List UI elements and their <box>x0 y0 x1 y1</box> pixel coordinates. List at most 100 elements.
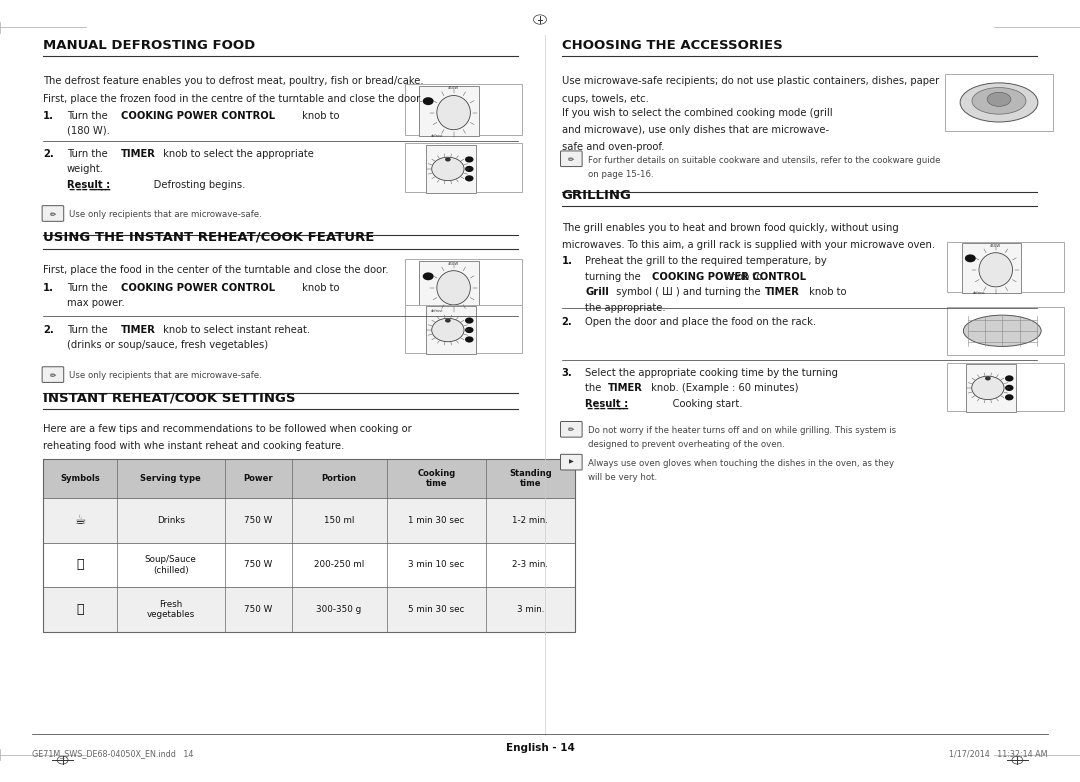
FancyBboxPatch shape <box>947 307 1064 355</box>
Circle shape <box>432 318 464 342</box>
Circle shape <box>422 97 434 105</box>
Text: 2-3 min.: 2-3 min. <box>512 561 549 569</box>
Text: English - 14: English - 14 <box>505 743 575 753</box>
Ellipse shape <box>436 95 471 130</box>
Text: 3 min.: 3 min. <box>516 605 544 614</box>
FancyBboxPatch shape <box>967 364 1016 412</box>
Text: 1 min 30 sec: 1 min 30 sec <box>408 516 464 525</box>
Text: 450W: 450W <box>448 261 459 266</box>
Text: 2.: 2. <box>43 325 54 335</box>
Text: knob to: knob to <box>806 287 847 297</box>
Text: knob. (Example : 60 minutes): knob. (Example : 60 minutes) <box>648 383 798 393</box>
Text: Select the appropriate cooking time by the turning: Select the appropriate cooking time by t… <box>585 368 838 378</box>
Ellipse shape <box>960 83 1038 122</box>
Text: 1.: 1. <box>562 256 572 267</box>
Text: Preheat the grill to the required temperature, by: Preheat the grill to the required temper… <box>585 256 827 267</box>
Circle shape <box>465 327 473 333</box>
Text: 750 W: 750 W <box>244 516 272 525</box>
FancyBboxPatch shape <box>405 259 522 310</box>
Text: 1.: 1. <box>43 111 54 121</box>
Text: Use microwave-safe recipients; do not use plastic containers, dishes, paper: Use microwave-safe recipients; do not us… <box>562 76 939 86</box>
FancyBboxPatch shape <box>947 242 1064 292</box>
Circle shape <box>465 317 473 324</box>
Text: ✏: ✏ <box>568 154 575 163</box>
Text: 1/17/2014   11:32:14 AM: 1/17/2014 11:32:14 AM <box>949 749 1048 759</box>
Text: INSTANT REHEAT/COOK SETTINGS: INSTANT REHEAT/COOK SETTINGS <box>43 391 296 404</box>
Text: Cooking start.: Cooking start. <box>657 399 742 409</box>
Text: reheating food with whe instant reheat and cooking feature.: reheating food with whe instant reheat a… <box>43 441 345 451</box>
Text: TIMER: TIMER <box>121 325 156 335</box>
Text: GRILLING: GRILLING <box>562 188 632 202</box>
Text: Portion: Portion <box>322 474 356 483</box>
Text: First, place the frozen food in the centre of the turntable and close the door.: First, place the frozen food in the cent… <box>43 94 423 104</box>
Text: Do not worry if the heater turns off and on while grilling. This system is: Do not worry if the heater turns off and… <box>588 426 895 436</box>
Text: will be very hot.: will be very hot. <box>588 473 657 482</box>
Text: 750 W: 750 W <box>244 561 272 569</box>
Text: and microwave), use only dishes that are microwave-: and microwave), use only dishes that are… <box>562 125 828 135</box>
FancyBboxPatch shape <box>961 243 1022 293</box>
FancyBboxPatch shape <box>561 421 582 437</box>
Circle shape <box>432 157 464 181</box>
Text: 3 min 10 sec: 3 min 10 sec <box>408 561 464 569</box>
Text: 200-250 ml: 200-250 ml <box>314 561 364 569</box>
Text: defrost: defrost <box>431 309 443 313</box>
Text: Drinks: Drinks <box>157 516 185 525</box>
Text: Grill: Grill <box>585 287 609 297</box>
Text: The defrost feature enables you to defrost meat, poultry, fish or bread/cake.: The defrost feature enables you to defro… <box>43 76 423 86</box>
Text: R̲e̲s̲u̲l̲t̲ ̲:̲: R̲e̲s̲u̲l̲t̲ ̲:̲ <box>67 180 110 190</box>
Circle shape <box>465 156 473 163</box>
Circle shape <box>985 376 990 381</box>
Text: defrost: defrost <box>431 134 443 138</box>
Circle shape <box>445 318 450 323</box>
Text: ☕: ☕ <box>75 514 85 527</box>
Text: 3.: 3. <box>562 368 572 378</box>
Text: COOKING POWER CONTROL: COOKING POWER CONTROL <box>121 111 275 121</box>
Text: 750 W: 750 W <box>244 605 272 614</box>
Text: ✏: ✏ <box>568 425 575 434</box>
Text: knob to select the appropriate: knob to select the appropriate <box>160 149 313 159</box>
Text: 150 ml: 150 ml <box>324 516 354 525</box>
Text: Serving type: Serving type <box>140 474 201 483</box>
Circle shape <box>1005 385 1013 391</box>
Ellipse shape <box>436 271 471 305</box>
Circle shape <box>465 166 473 172</box>
Ellipse shape <box>963 315 1041 346</box>
Circle shape <box>964 254 976 262</box>
Text: TIMER: TIMER <box>121 149 156 159</box>
Text: First, place the food in the center of the turntable and close the door.: First, place the food in the center of t… <box>43 265 389 275</box>
Text: Turn the: Turn the <box>67 283 111 293</box>
Circle shape <box>445 157 450 162</box>
FancyBboxPatch shape <box>427 306 476 354</box>
Text: the: the <box>585 383 605 393</box>
Text: Standing
time: Standing time <box>509 469 552 488</box>
Text: 300-350 g: 300-350 g <box>316 605 362 614</box>
Text: Defrosting begins.: Defrosting begins. <box>138 180 245 190</box>
Circle shape <box>1005 375 1013 382</box>
Text: max power.: max power. <box>67 298 124 308</box>
Text: COOKING POWER CONTROL: COOKING POWER CONTROL <box>652 272 807 282</box>
Text: Symbols: Symbols <box>60 474 99 483</box>
Text: COOKING POWER CONTROL: COOKING POWER CONTROL <box>121 283 275 293</box>
Text: safe and oven-proof.: safe and oven-proof. <box>562 142 664 152</box>
Text: 🍲: 🍲 <box>77 558 83 572</box>
Text: turning the: turning the <box>585 272 645 282</box>
Text: ▶: ▶ <box>569 460 573 465</box>
Text: Use only recipients that are microwave-safe.: Use only recipients that are microwave-s… <box>69 371 261 381</box>
Text: Cooking
time: Cooking time <box>417 469 456 488</box>
Text: the appropriate.: the appropriate. <box>585 303 666 313</box>
Text: weight.: weight. <box>67 164 104 174</box>
Ellipse shape <box>978 253 1013 287</box>
Circle shape <box>422 272 434 280</box>
FancyBboxPatch shape <box>405 143 522 192</box>
Text: Turn the: Turn the <box>67 149 111 159</box>
Text: Here are a few tips and recommendations to be followed when cooking or: Here are a few tips and recommendations … <box>43 424 411 434</box>
Text: MANUAL DEFROSTING FOOD: MANUAL DEFROSTING FOOD <box>43 38 256 52</box>
FancyBboxPatch shape <box>945 74 1053 131</box>
FancyBboxPatch shape <box>405 305 522 353</box>
Text: defrost: defrost <box>973 291 985 295</box>
Text: 1-2 min.: 1-2 min. <box>512 516 549 525</box>
FancyBboxPatch shape <box>947 363 1064 411</box>
Text: ✏: ✏ <box>50 370 56 379</box>
Text: knob to: knob to <box>653 272 762 282</box>
Text: 450W: 450W <box>990 243 1001 248</box>
